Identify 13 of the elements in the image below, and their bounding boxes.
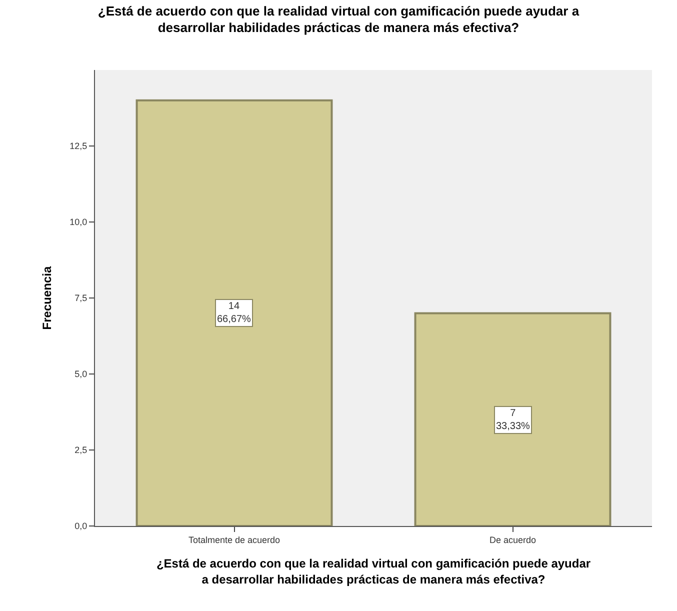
y-tick-label: 2,5 xyxy=(74,445,88,456)
y-tick-label: 7,5 xyxy=(74,293,88,304)
x-tick-label: Totalmente de acuerdo xyxy=(188,534,280,545)
y-tick-label: 5,0 xyxy=(74,369,88,380)
data-label: 7 33,33% xyxy=(496,408,530,432)
chart-title: ¿Está de acuerdo con que la realidad virtual con gamificación puede ayudar a desarrollar habilidades prácticas de manera más efectiva? xyxy=(98,3,580,36)
y-axis-title: Frecuencia xyxy=(40,266,54,330)
y-tick-label: 0,0 xyxy=(74,521,88,532)
x-tick-label: De acuerdo xyxy=(489,534,536,545)
x-axis-title: ¿Está de acuerdo con que la realidad virtual con gamificación puede ayudar a desarrollar habilidades prácticas de manera más efectiva? xyxy=(156,556,591,586)
y-tick-label: 12,5 xyxy=(70,141,88,152)
data-label: 14 66,67% xyxy=(217,301,252,325)
y-tick-label: 10,0 xyxy=(70,217,88,228)
